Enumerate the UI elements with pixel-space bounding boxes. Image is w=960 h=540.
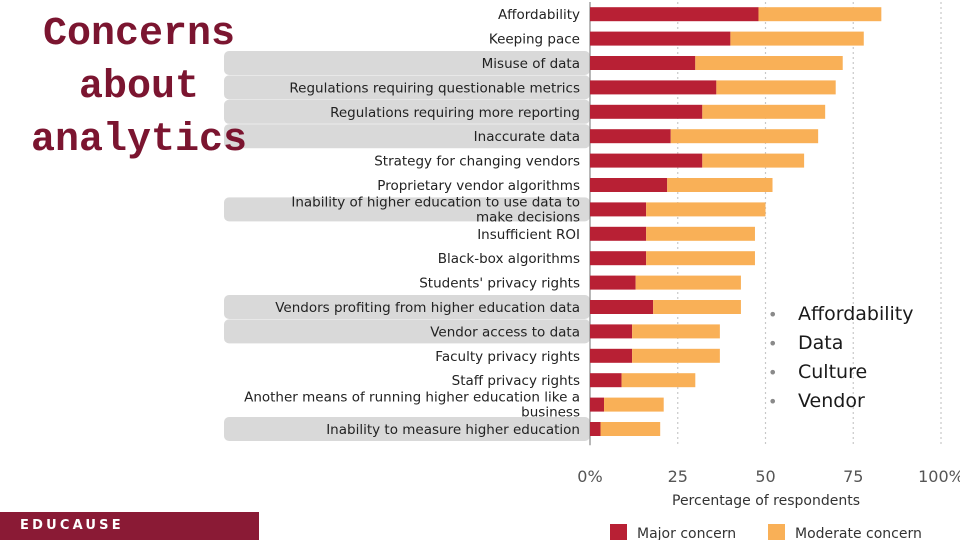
row-highlight xyxy=(224,51,590,75)
legend: Major concern Moderate concern xyxy=(610,524,922,540)
slide-title: Concerns about analytics xyxy=(30,12,248,163)
bullet-dot-icon: • xyxy=(768,305,778,324)
bar-major-concern xyxy=(590,422,601,436)
row-highlight xyxy=(224,295,590,319)
category-label: Staff privacy rights xyxy=(452,373,580,389)
x-tick-label: 0% xyxy=(577,467,602,486)
bar-major-concern xyxy=(590,226,647,241)
category-label: Students' privacy rights xyxy=(419,276,580,292)
bar-major-concern xyxy=(590,397,605,412)
bar-moderate-concern xyxy=(670,129,819,144)
category-label: Insufficient ROI xyxy=(477,227,580,243)
bar-moderate-concern xyxy=(635,275,741,290)
bar-moderate-concern xyxy=(621,373,696,388)
row-highlight xyxy=(224,99,590,124)
bar-major-concern xyxy=(590,153,703,168)
bar-major-concern xyxy=(590,373,622,388)
bar-moderate-concern xyxy=(646,202,766,217)
bar-major-concern xyxy=(590,348,633,363)
bullet-item: • Vendor xyxy=(768,387,913,416)
tick-label-layer: 0% 25 50 75 100% xyxy=(577,467,960,486)
row-highlight xyxy=(224,124,590,149)
grid-layer xyxy=(589,2,942,446)
bar-moderate-concern xyxy=(632,324,720,339)
legend-label-moderate: Moderate concern xyxy=(795,526,922,540)
bullet-item: • Affordability xyxy=(768,300,913,329)
bar-moderate-concern xyxy=(646,226,755,241)
bar-moderate-concern xyxy=(632,348,720,363)
row-highlight xyxy=(224,75,590,100)
bullet-text: Data xyxy=(798,332,844,354)
bar-moderate-concern xyxy=(653,300,741,314)
bar-major-concern xyxy=(590,275,636,290)
category-label: Vendor access to data xyxy=(430,324,580,340)
bar-moderate-concern xyxy=(702,104,826,119)
category-label: Misuse of data xyxy=(482,56,580,72)
bar-major-concern xyxy=(590,324,633,339)
bar-major-concern xyxy=(590,178,668,192)
x-tick-label: 25 xyxy=(668,467,688,486)
category-label-layer: Affordability Keeping pace Misuse of data R… xyxy=(244,7,580,438)
bar-moderate-concern xyxy=(730,31,864,46)
x-axis-title: Percentage of respondents xyxy=(672,493,860,509)
category-label: Strategy for changing vendors xyxy=(374,154,580,170)
bullet-dot-icon: • xyxy=(768,334,778,353)
bullet-item: • Culture xyxy=(768,358,913,387)
bullet-text: Affordability xyxy=(798,303,914,325)
category-label: Inability to measure higher education xyxy=(326,422,580,438)
category-label: Regulations requiring more reporting xyxy=(330,105,580,121)
bar-moderate-concern xyxy=(646,251,755,266)
bar-moderate-concern xyxy=(695,56,843,70)
bullet-list: • Affordability • Data • Culture • Vendor xyxy=(768,300,913,416)
bar-major-concern xyxy=(590,300,654,314)
bar-layer xyxy=(590,7,882,436)
legend-swatch-moderate xyxy=(768,524,785,540)
bar-major-concern xyxy=(590,202,647,217)
bullet-dot-icon: • xyxy=(768,392,778,411)
bar-major-concern xyxy=(590,31,731,46)
category-label: Another means of running higher educatio… xyxy=(244,390,580,421)
bar-moderate-concern xyxy=(600,422,661,436)
bar-moderate-concern xyxy=(702,153,805,168)
x-tick-label: 50 xyxy=(755,467,775,486)
educause-logo: EDUCAUSE xyxy=(20,518,124,533)
bar-major-concern xyxy=(590,129,671,144)
bar-moderate-concern xyxy=(604,397,664,412)
category-label: Inaccurate data xyxy=(474,129,580,145)
bar-major-concern xyxy=(590,251,647,266)
bar-major-concern xyxy=(590,104,703,119)
legend-label-major: Major concern xyxy=(637,526,736,540)
bar-moderate-concern xyxy=(667,178,773,192)
row-highlight xyxy=(224,197,590,222)
footer-bar: EDUCAUSE xyxy=(0,512,259,540)
bullet-dot-icon: • xyxy=(768,363,778,382)
category-label: Affordability xyxy=(498,7,580,23)
bar-moderate-concern xyxy=(716,80,836,95)
bar-major-concern xyxy=(590,7,759,22)
x-tick-label: 75 xyxy=(843,467,863,486)
bullet-text: Vendor xyxy=(798,390,865,412)
row-highlight xyxy=(224,417,590,441)
category-label: Vendors profiting from higher education … xyxy=(275,300,580,316)
category-label: Proprietary vendor algorithms xyxy=(377,178,580,194)
category-label: Regulations requiring questionable metri… xyxy=(289,80,580,96)
category-label: Faculty privacy rights xyxy=(435,349,580,365)
category-label: Black-box algorithms xyxy=(438,251,580,267)
bar-moderate-concern xyxy=(758,7,882,22)
legend-swatch-major xyxy=(610,524,627,540)
bar-major-concern xyxy=(590,56,696,70)
bullet-item: • Data xyxy=(768,329,913,358)
bar-major-concern xyxy=(590,80,717,95)
category-label: Inability of higher education to use dat… xyxy=(291,194,580,225)
x-tick-label: 100% xyxy=(918,467,960,486)
bullet-text: Culture xyxy=(798,361,868,383)
row-highlight xyxy=(224,319,590,344)
highlight-layer xyxy=(224,51,590,441)
category-label: Keeping pace xyxy=(489,32,580,48)
